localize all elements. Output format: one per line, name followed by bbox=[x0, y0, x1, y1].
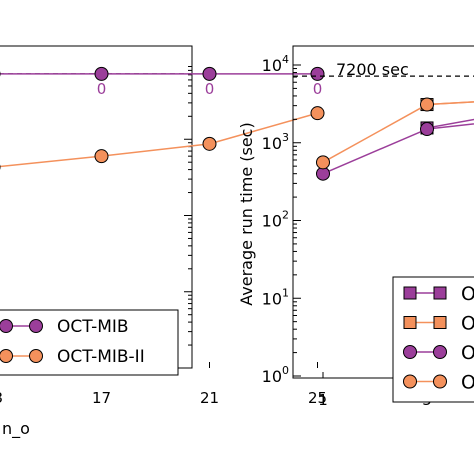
x-axis-label: n_o bbox=[2, 419, 30, 439]
y-tick-exponent: 0 bbox=[282, 364, 289, 377]
legend-marker bbox=[433, 345, 447, 359]
legend-marker bbox=[29, 349, 43, 363]
y-tick-label: 103 bbox=[262, 131, 289, 153]
legend-label: O bbox=[461, 283, 474, 305]
data-point bbox=[94, 149, 109, 164]
point-label: 0 bbox=[97, 80, 107, 98]
data-point bbox=[202, 136, 217, 151]
y-tick-base: 10 bbox=[262, 212, 282, 231]
legend: OCT-MIB OCT-MIB-II bbox=[0, 309, 179, 376]
x-tick-label: 21 bbox=[200, 389, 219, 407]
x-tick-label: 17 bbox=[92, 389, 111, 407]
threshold-label: 7200 sec bbox=[336, 60, 409, 79]
series-line-1 bbox=[0, 112, 318, 168]
legend-label: OCT-MIB bbox=[57, 317, 129, 337]
legend-label: O bbox=[461, 313, 474, 335]
x-tick-label: 25 bbox=[308, 389, 327, 407]
x-tick-label: 13 bbox=[0, 389, 3, 407]
data-point bbox=[420, 97, 434, 112]
point-label: 0 bbox=[313, 80, 323, 98]
series-line-0 bbox=[426, 118, 474, 129]
data-point bbox=[316, 155, 330, 170]
point-label: 0 bbox=[205, 80, 215, 98]
legend-marker bbox=[403, 345, 417, 359]
y-tick-label: 104 bbox=[262, 53, 289, 75]
legend-marker bbox=[433, 316, 447, 329]
y-tick-exponent: 2 bbox=[282, 209, 289, 222]
y-tick-base: 10 bbox=[262, 56, 282, 75]
legend-marker bbox=[403, 374, 417, 389]
legend-marker bbox=[0, 319, 13, 333]
y-tick-exponent: 4 bbox=[282, 53, 289, 66]
y-tick-label: 100 bbox=[262, 364, 289, 386]
legend-label: O bbox=[461, 342, 474, 364]
y-tick-base: 10 bbox=[262, 289, 282, 308]
y-tick-label: 102 bbox=[262, 209, 289, 231]
legend-marker bbox=[433, 286, 447, 300]
data-point bbox=[310, 106, 325, 121]
y-tick-label: 101 bbox=[262, 286, 289, 308]
legend-box bbox=[0, 309, 179, 376]
data-point bbox=[310, 66, 325, 81]
data-point bbox=[420, 122, 434, 137]
legend-label: OCT-MIB-II bbox=[57, 347, 145, 367]
y-tick-base: 10 bbox=[262, 367, 282, 386]
legend-marker bbox=[433, 374, 447, 389]
y-tick-exponent: 3 bbox=[282, 131, 289, 144]
y-tick-exponent: 1 bbox=[282, 286, 289, 299]
legend-marker bbox=[403, 316, 417, 329]
y-tick-base: 10 bbox=[262, 134, 282, 153]
data-point bbox=[202, 66, 217, 81]
legend-marker bbox=[0, 349, 13, 363]
legend-marker bbox=[403, 286, 417, 300]
x-tick-label: 1 bbox=[318, 391, 328, 409]
series-line-2 bbox=[322, 123, 474, 175]
legend-label: O bbox=[461, 372, 474, 394]
plot-frame bbox=[292, 45, 474, 379]
y-axis-label: Average run time (sec) bbox=[237, 122, 256, 305]
series-line-3 bbox=[322, 101, 474, 163]
data-point bbox=[94, 66, 109, 81]
legend-marker bbox=[29, 319, 43, 333]
